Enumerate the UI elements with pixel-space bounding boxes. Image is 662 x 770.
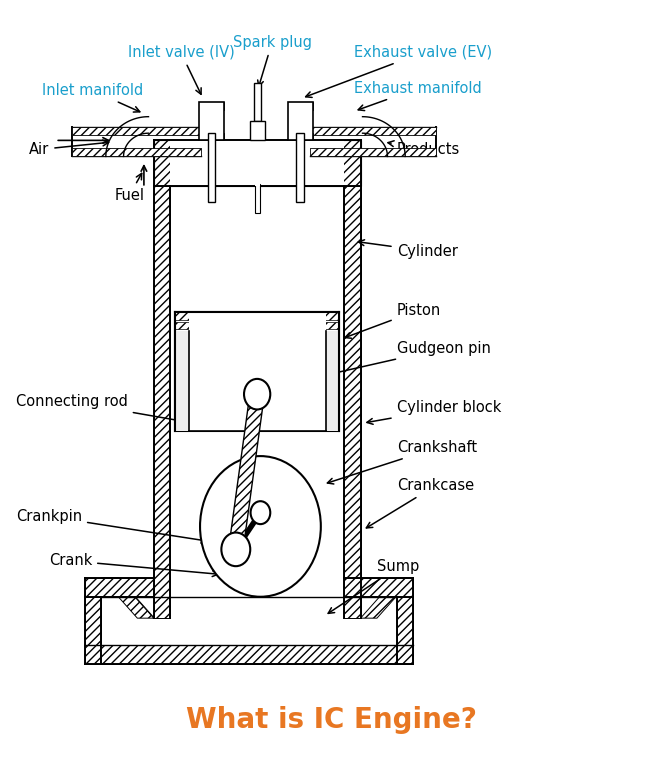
Bar (310, 126, 436, 135)
Bar (175, 331, 189, 431)
Bar (199, 102, 224, 140)
Text: Spark plug: Spark plug (232, 35, 312, 86)
Bar (175, 313, 339, 320)
Bar (208, 132, 215, 202)
Bar (397, 597, 413, 664)
Circle shape (200, 456, 321, 597)
Text: Products: Products (388, 141, 460, 157)
Text: Inlet valve (IV): Inlet valve (IV) (128, 45, 234, 94)
Bar (288, 132, 312, 140)
Text: Sump: Sump (328, 560, 419, 614)
Bar (154, 140, 361, 186)
Bar (189, 313, 326, 431)
Text: Exhaust valve (EV): Exhaust valve (EV) (306, 45, 492, 98)
Text: Cylinder: Cylinder (358, 239, 457, 259)
Circle shape (244, 379, 270, 410)
Bar (250, 121, 265, 140)
Bar (288, 102, 312, 110)
Bar (199, 132, 224, 140)
Circle shape (221, 533, 250, 566)
Bar (288, 102, 312, 140)
Text: Crankcase: Crankcase (366, 478, 474, 528)
Bar (344, 186, 361, 618)
Text: What is IC Engine?: What is IC Engine? (185, 706, 477, 734)
Bar (255, 184, 260, 213)
Bar (71, 126, 201, 135)
Bar (199, 102, 224, 110)
Circle shape (251, 501, 270, 524)
Bar (344, 578, 413, 597)
Text: Crankpin: Crankpin (16, 509, 207, 543)
Bar (71, 148, 201, 156)
Polygon shape (228, 393, 264, 551)
Text: Cylinder block: Cylinder block (367, 400, 501, 424)
Bar (154, 186, 170, 618)
Bar (326, 331, 339, 431)
Text: Air: Air (29, 140, 109, 157)
Bar (310, 148, 436, 156)
Text: Crank: Crank (49, 554, 218, 577)
Bar (85, 597, 101, 664)
Bar (85, 645, 413, 664)
Bar (254, 83, 261, 121)
Polygon shape (118, 578, 154, 618)
Text: Fuel: Fuel (115, 173, 144, 203)
Bar (175, 322, 339, 330)
Bar (85, 578, 154, 597)
Text: Exhaust manifold: Exhaust manifold (354, 81, 482, 111)
Polygon shape (361, 578, 413, 618)
Polygon shape (101, 578, 154, 618)
Bar (175, 313, 339, 431)
Text: Inlet manifold: Inlet manifold (42, 83, 144, 112)
Text: Crankshaft: Crankshaft (328, 440, 477, 484)
Bar (296, 132, 304, 202)
Text: Piston: Piston (345, 303, 441, 338)
Bar (170, 140, 344, 186)
Bar (255, 171, 260, 186)
Text: Connecting rod: Connecting rod (16, 394, 212, 428)
Text: Gudgeon pin: Gudgeon pin (279, 341, 491, 387)
